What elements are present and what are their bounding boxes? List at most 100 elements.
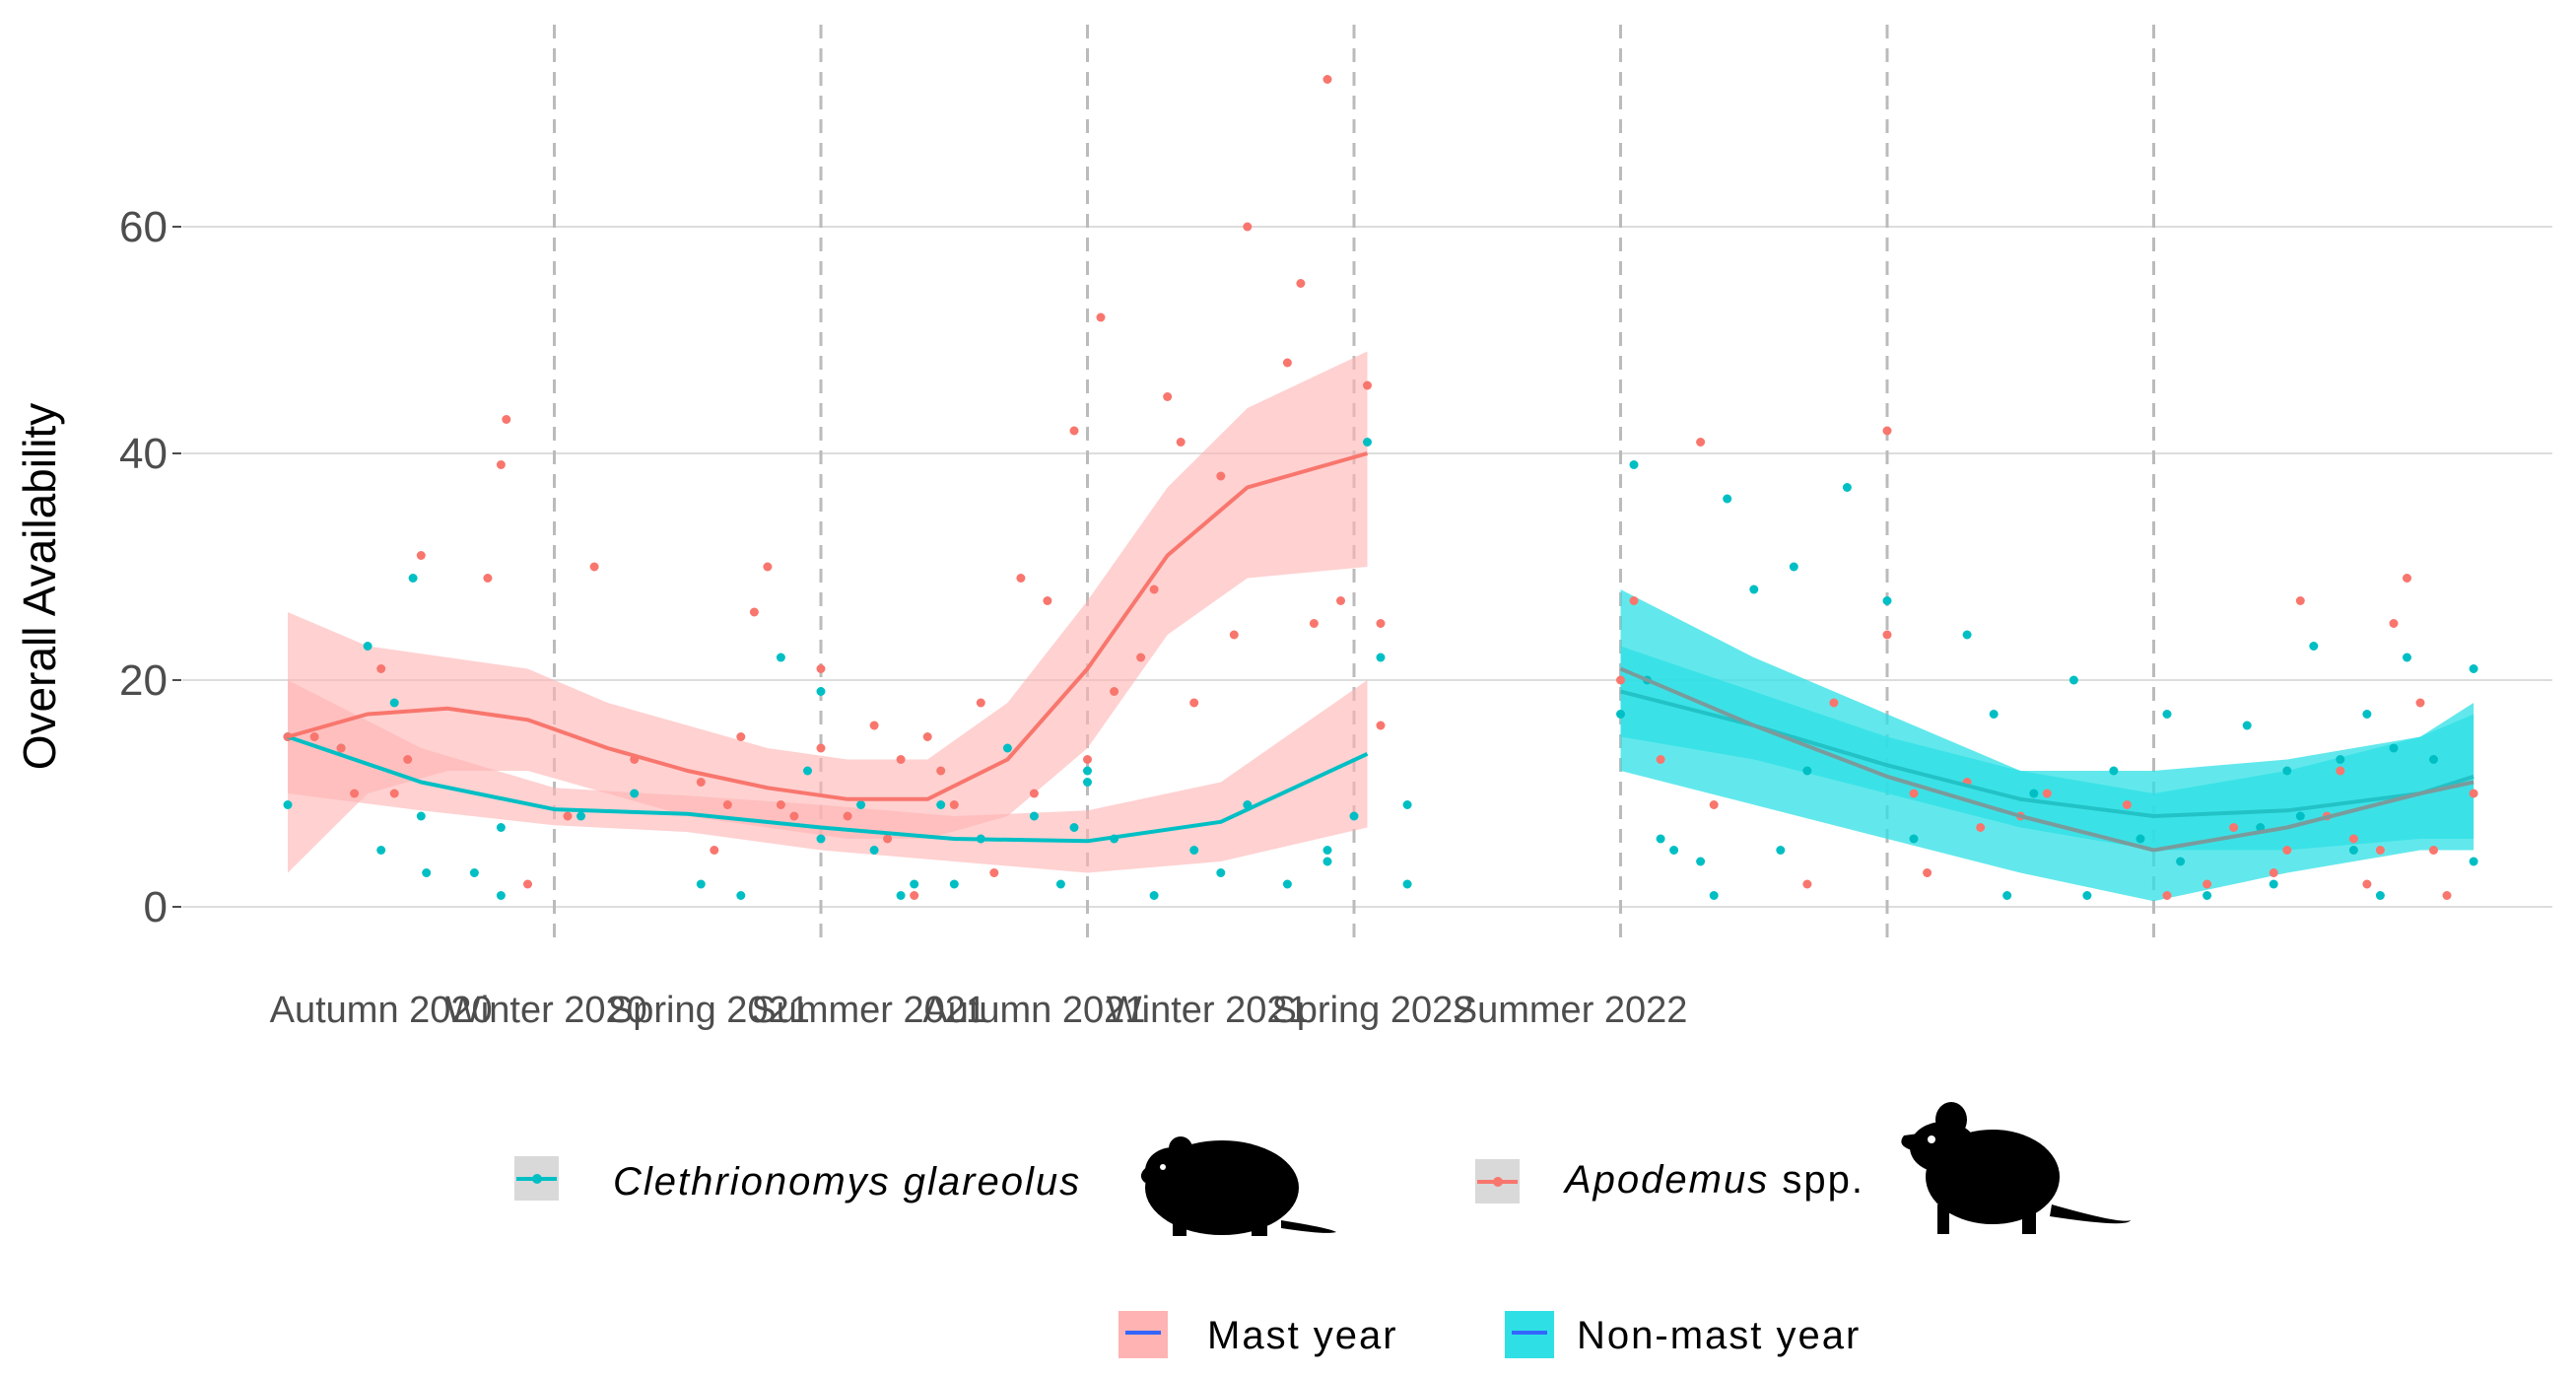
point-clethrionomys-35 bbox=[1189, 846, 1199, 855]
point-apodemus-1 bbox=[309, 732, 319, 741]
point-apodemus-25 bbox=[843, 811, 852, 821]
point-apodemus-37 bbox=[1043, 596, 1052, 605]
point-apodemus-57 bbox=[1376, 721, 1386, 730]
x-tick-label-spring-2022: Spring 2022 bbox=[1271, 990, 1473, 1031]
wood-mouse-silhouette-icon bbox=[1901, 1102, 2131, 1234]
point-apodemus-24 bbox=[816, 664, 826, 673]
point-apodemus-4 bbox=[376, 664, 386, 673]
point-apodemus-54 bbox=[1336, 596, 1345, 605]
point-apodemus-64 bbox=[1829, 698, 1839, 708]
point-apodemus-60 bbox=[1656, 755, 1665, 764]
point-apodemus-8 bbox=[483, 574, 493, 583]
legend-label-non-mast-year: Non-mast year bbox=[1577, 1314, 1861, 1357]
point-clethrionomys-24 bbox=[936, 800, 946, 809]
point-apodemus-67 bbox=[1909, 789, 1919, 798]
point-apodemus-16 bbox=[710, 846, 719, 855]
point-apodemus-17 bbox=[722, 800, 732, 809]
point-clethrionomys-76 bbox=[2295, 811, 2305, 821]
y-tick-label-20: 20 bbox=[119, 656, 168, 705]
point-apodemus-89 bbox=[2442, 891, 2452, 900]
legend-key-clethrionomys bbox=[514, 1156, 559, 1201]
mast-legend: Mast year Non-mast year bbox=[1119, 1311, 1861, 1358]
point-apodemus-66 bbox=[1882, 630, 1892, 640]
point-apodemus-11 bbox=[523, 879, 532, 889]
point-clethrionomys-74 bbox=[2269, 879, 2278, 889]
point-apodemus-74 bbox=[2162, 891, 2172, 900]
point-apodemus-36 bbox=[1029, 789, 1039, 798]
point-clethrionomys-12 bbox=[576, 811, 585, 821]
point-clethrionomys-81 bbox=[2375, 891, 2385, 900]
point-apodemus-20 bbox=[763, 562, 773, 572]
point-clethrionomys-79 bbox=[2348, 846, 2358, 855]
point-apodemus-59 bbox=[1629, 596, 1639, 605]
point-clethrionomys-71 bbox=[2203, 891, 2212, 900]
point-clethrionomys-50 bbox=[1669, 846, 1679, 855]
point-clethrionomys-40 bbox=[1322, 857, 1332, 866]
point-clethrionomys-70 bbox=[2176, 857, 2186, 866]
point-apodemus-58 bbox=[1616, 675, 1625, 685]
point-clethrionomys-18 bbox=[816, 687, 826, 696]
point-clethrionomys-67 bbox=[2109, 766, 2119, 776]
legend-key-mast-year bbox=[1119, 1311, 1168, 1358]
point-apodemus-73 bbox=[2122, 800, 2132, 809]
x-tick-label-summer-2021: Summer 2021 bbox=[751, 990, 986, 1031]
y-tick-label-0: 0 bbox=[144, 883, 168, 931]
point-apodemus-42 bbox=[1136, 653, 1146, 662]
point-clethrionomys-5 bbox=[389, 698, 399, 708]
point-clethrionomys-56 bbox=[1789, 562, 1798, 572]
point-clethrionomys-53 bbox=[1723, 494, 1732, 504]
x-tick-label-spring-2021: Spring 2021 bbox=[608, 990, 810, 1031]
point-clethrionomys-68 bbox=[2135, 834, 2145, 844]
point-apodemus-50 bbox=[1282, 358, 1292, 368]
point-apodemus-88 bbox=[2429, 846, 2438, 855]
point-apodemus-48 bbox=[1229, 630, 1239, 640]
point-clethrionomys-72 bbox=[2242, 721, 2252, 730]
point-clethrionomys-58 bbox=[1842, 483, 1852, 492]
point-apodemus-56 bbox=[1376, 619, 1386, 628]
point-apodemus-19 bbox=[749, 607, 759, 617]
point-clethrionomys-31 bbox=[1083, 766, 1092, 776]
legend-label-clethrionomys: Clethrionomys glareolus bbox=[613, 1160, 1081, 1204]
point-apodemus-28 bbox=[896, 755, 906, 764]
point-clethrionomys-28 bbox=[1029, 811, 1039, 821]
point-clethrionomys-75 bbox=[2282, 766, 2292, 776]
point-apodemus-43 bbox=[1149, 585, 1159, 594]
point-apodemus-78 bbox=[2282, 846, 2292, 855]
point-apodemus-29 bbox=[910, 891, 919, 900]
species-legend: Clethrionomys glareolus Apodemus spp. bbox=[514, 1102, 2131, 1236]
point-apodemus-35 bbox=[1016, 574, 1026, 583]
point-clethrionomys-16 bbox=[776, 653, 785, 662]
point-apodemus-40 bbox=[1096, 312, 1106, 322]
point-clethrionomys-34 bbox=[1149, 891, 1159, 900]
point-clethrionomys-20 bbox=[856, 800, 866, 809]
point-apodemus-5 bbox=[389, 789, 399, 798]
point-clethrionomys-57 bbox=[1802, 766, 1812, 776]
point-clethrionomys-86 bbox=[2469, 857, 2478, 866]
point-apodemus-85 bbox=[2389, 619, 2399, 628]
point-clethrionomys-62 bbox=[1989, 710, 1999, 719]
point-apodemus-23 bbox=[816, 743, 826, 753]
legend-label-apodemus: Apodemus spp. bbox=[1563, 1158, 1864, 1202]
point-clethrionomys-83 bbox=[2403, 653, 2411, 662]
point-clethrionomys-84 bbox=[2429, 755, 2438, 764]
point-clethrionomys-17 bbox=[803, 766, 812, 776]
point-apodemus-47 bbox=[1216, 471, 1226, 481]
smooth-line-3 bbox=[1619, 666, 2474, 853]
point-apodemus-51 bbox=[1296, 279, 1306, 288]
point-apodemus-26 bbox=[869, 721, 879, 730]
point-apodemus-44 bbox=[1163, 392, 1173, 401]
x-tick-label-summer-2022: Summer 2022 bbox=[1453, 990, 1688, 1031]
point-clethrionomys-54 bbox=[1749, 585, 1759, 594]
point-clethrionomys-65 bbox=[2068, 675, 2078, 685]
legend-label-mast-year: Mast year bbox=[1207, 1314, 1398, 1357]
point-apodemus-27 bbox=[883, 834, 893, 844]
point-clethrionomys-27 bbox=[1002, 743, 1012, 753]
y-axis-label: Overall Availability bbox=[14, 403, 65, 770]
point-apodemus-18 bbox=[736, 732, 746, 741]
point-apodemus-21 bbox=[776, 800, 785, 809]
point-clethrionomys-78 bbox=[2336, 755, 2345, 764]
point-clethrionomys-4 bbox=[376, 846, 386, 855]
point-apodemus-38 bbox=[1069, 426, 1079, 436]
